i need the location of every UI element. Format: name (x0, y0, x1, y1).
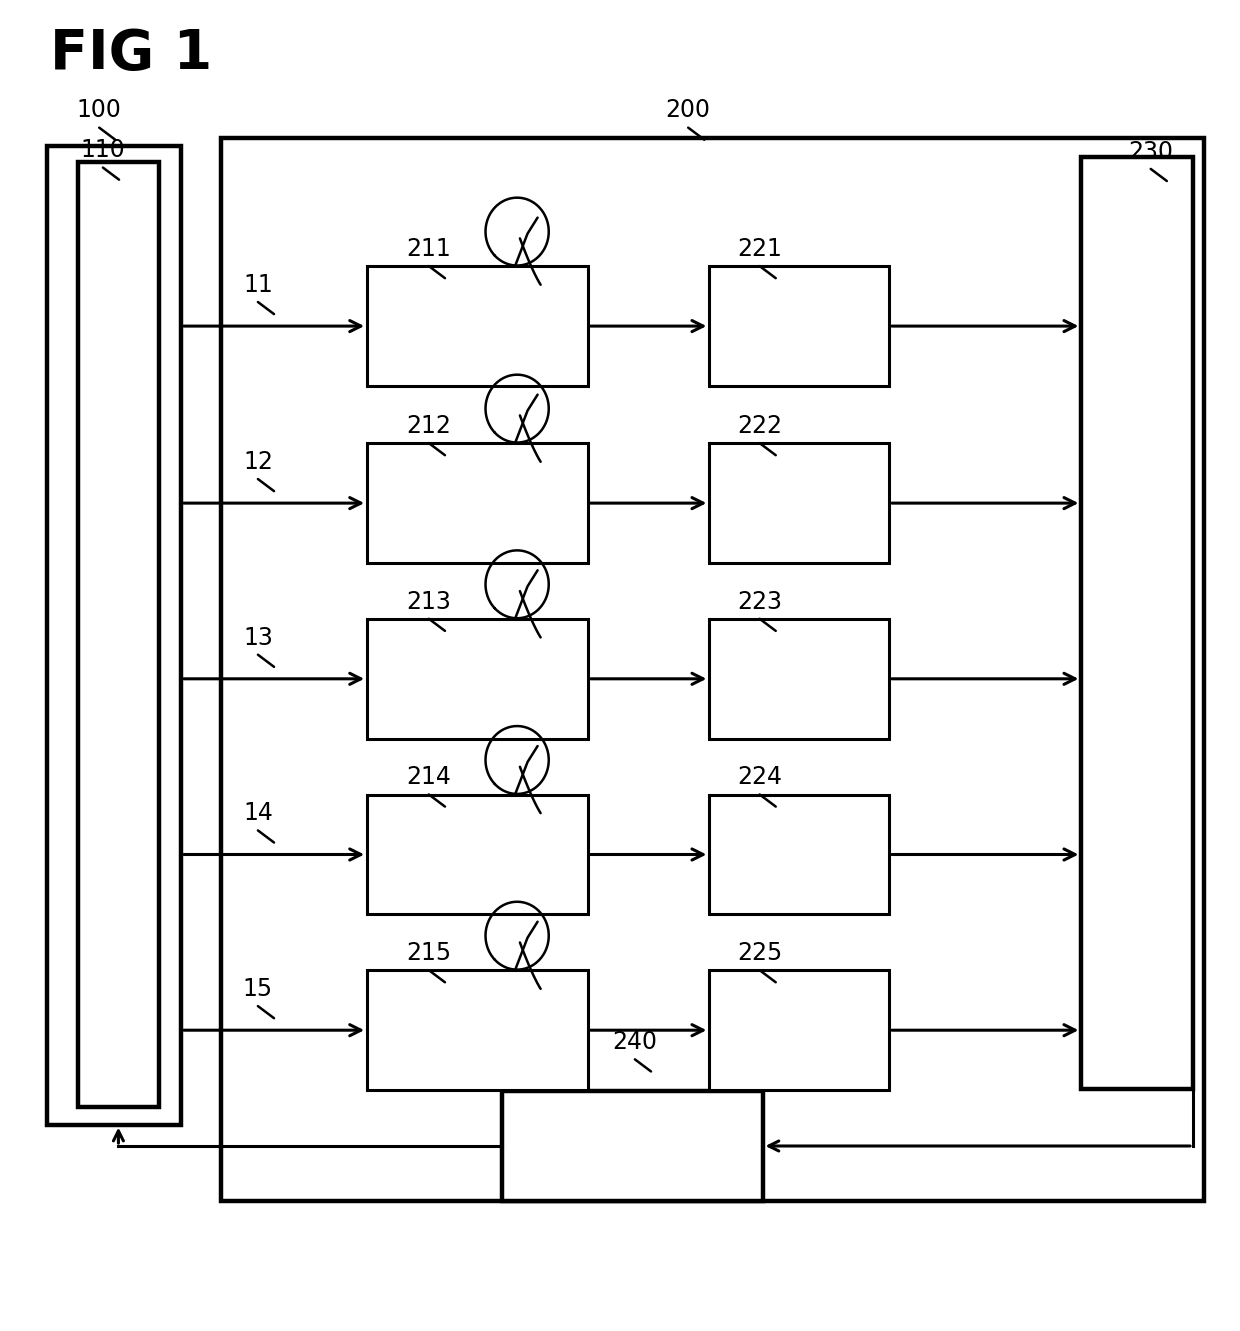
Text: 222: 222 (737, 414, 782, 438)
Bar (709, 619, 889, 739)
Text: 240: 240 (613, 1030, 657, 1054)
Text: 200: 200 (666, 98, 711, 122)
Bar (367, 443, 588, 563)
Bar (221, 138, 1204, 1201)
Bar (502, 1091, 763, 1201)
Bar (709, 970, 889, 1090)
Bar (709, 795, 889, 914)
Text: 213: 213 (407, 590, 451, 614)
Text: 230: 230 (1128, 140, 1173, 164)
Bar (78, 162, 159, 1107)
Text: 224: 224 (737, 765, 782, 789)
Text: 100: 100 (77, 98, 122, 122)
Bar (47, 146, 181, 1125)
Bar (367, 795, 588, 914)
Text: 221: 221 (738, 237, 782, 261)
Text: 110: 110 (81, 138, 125, 162)
Text: 11: 11 (243, 273, 273, 297)
Text: 212: 212 (407, 414, 451, 438)
Text: 223: 223 (737, 590, 782, 614)
Text: FIG 1: FIG 1 (50, 27, 212, 81)
Text: 13: 13 (243, 626, 273, 650)
Text: 215: 215 (407, 941, 451, 965)
Text: 12: 12 (243, 450, 273, 474)
Bar (709, 443, 889, 563)
Text: 214: 214 (407, 765, 451, 789)
Text: 14: 14 (243, 801, 273, 825)
Bar (367, 970, 588, 1090)
Text: 225: 225 (737, 941, 782, 965)
Bar (367, 619, 588, 739)
Bar (367, 266, 588, 386)
Text: 211: 211 (407, 237, 451, 261)
Bar (1081, 157, 1193, 1089)
Bar (709, 266, 889, 386)
Text: 15: 15 (243, 977, 273, 1001)
